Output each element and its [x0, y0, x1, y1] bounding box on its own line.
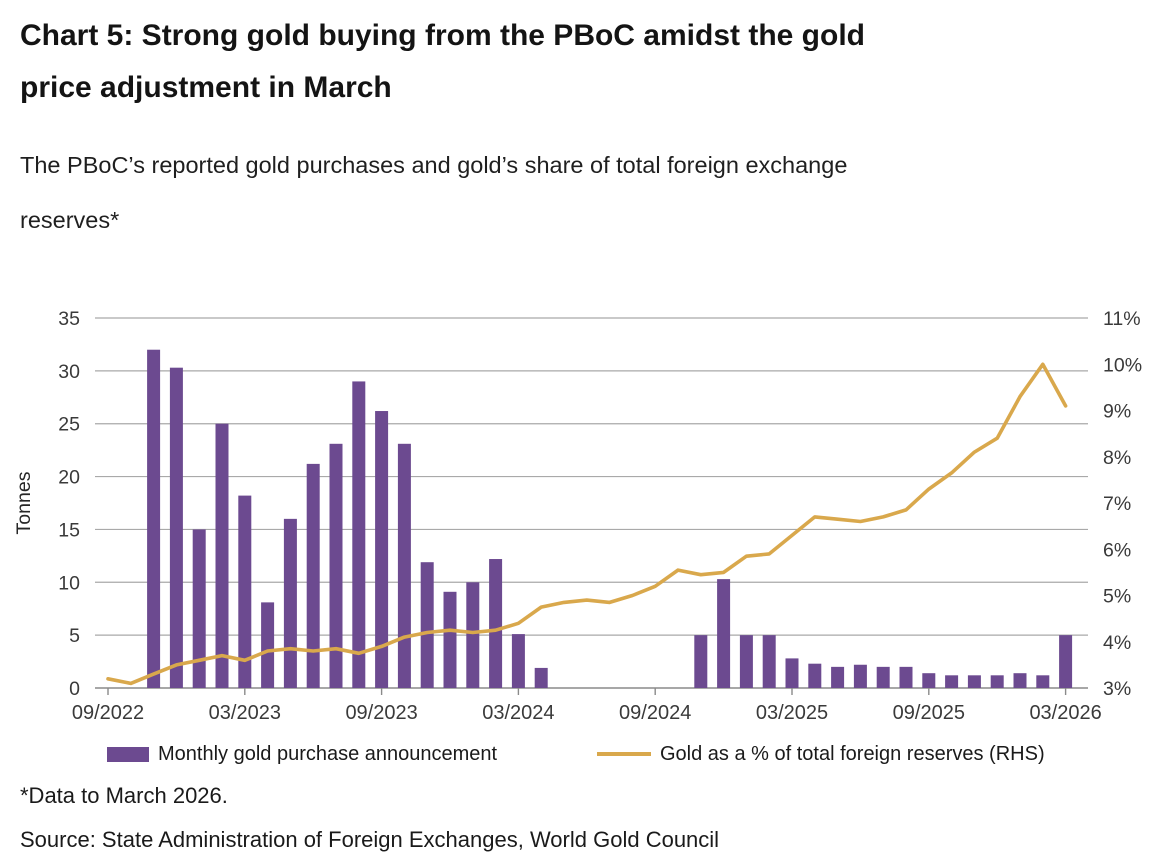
- gold-purchase-bar: [147, 349, 161, 688]
- gold-purchase-bar: [899, 666, 913, 688]
- gold-purchase-bar: [762, 635, 776, 688]
- x-axis-tick-label: 03/2023: [209, 702, 281, 724]
- gold-purchase-bar: [261, 602, 275, 688]
- right-axis-tick-label: 6%: [1103, 539, 1131, 561]
- x-axis-tick-label: 09/2022: [72, 702, 144, 724]
- chart-source: Source: State Administration of Foreign …: [20, 827, 720, 852]
- gold-purchase-bar: [283, 518, 297, 688]
- gold-purchase-bar: [922, 673, 936, 688]
- gold-purchase-bar: [967, 675, 981, 688]
- left-axis-tick-label: 30: [58, 361, 80, 383]
- gold-purchase-bar: [945, 675, 959, 688]
- x-axis-tick-label: 09/2023: [345, 702, 417, 724]
- chart-title: Chart 5: Strong gold buying from the PBo…: [20, 10, 1120, 114]
- gold-purchase-bar: [785, 658, 799, 688]
- legend-label-line: Gold as a % of total foreign reserves (R…: [660, 742, 1045, 765]
- gold-purchase-bar: [990, 675, 1004, 688]
- gold-purchase-bar: [1036, 675, 1050, 688]
- chart-subtitle-line1: The PBoC’s reported gold purchases and g…: [20, 152, 848, 178]
- chart-canvas: 0 5 10 15 20 25 30 35 3% 4% 5% 6% 7% 8% 9% 10% 11% Tonnes…: [13, 308, 1142, 724]
- right-axis-tick-label: 3%: [1103, 678, 1131, 700]
- gold-purchase-bar: [375, 411, 389, 688]
- gold-purchase-bar: [329, 443, 343, 688]
- right-axis-tick-label: 11%: [1103, 308, 1141, 330]
- legend-item-bars: Monthly gold purchase announcement: [107, 742, 497, 766]
- chart-subtitle: The PBoC’s reported gold purchases and g…: [20, 138, 1140, 248]
- chart-legend: Monthly gold purchase announcement Gold …: [0, 742, 1160, 768]
- gold-purchase-bar: [876, 666, 890, 688]
- gold-purchase-bar: [853, 664, 867, 688]
- right-axis-tick-label: 5%: [1103, 586, 1131, 608]
- gold-purchase-bar: [352, 381, 366, 688]
- gold-purchase-bar: [192, 529, 206, 688]
- gold-purchase-bar: [808, 663, 822, 688]
- gold-purchase-bar: [489, 559, 503, 688]
- gold-purchase-bar: [420, 562, 434, 688]
- gold-purchase-bar: [694, 635, 708, 688]
- right-axis-tick-label: 9%: [1103, 401, 1131, 423]
- left-axis-tick-label: 35: [58, 308, 80, 330]
- left-axis-tick-label: 10: [58, 572, 80, 594]
- gold-purchase-bar: [466, 582, 480, 688]
- gold-purchase-bar: [534, 667, 548, 688]
- gold-purchase-bar: [215, 423, 229, 688]
- right-axis-tick-label: 7%: [1103, 493, 1131, 515]
- gold-purchase-bar: [443, 591, 457, 688]
- gold-purchase-bar: [739, 635, 753, 688]
- left-axis-tick-label: 0: [69, 678, 80, 700]
- chart-plot-area: 0 5 10 15 20 25 30 35 3% 4% 5% 6% 7% 8% 9% 10% 11% Tonnes…: [0, 290, 1160, 735]
- gold-purchase-bar: [831, 666, 845, 688]
- x-axis-tick-label: 09/2024: [619, 702, 691, 724]
- gold-purchase-bar: [238, 495, 252, 688]
- x-axis-tick-label: 03/2025: [756, 702, 828, 724]
- chart-title-line2: price adjustment in March: [20, 71, 392, 104]
- legend-item-line: Gold as a % of total foreign reserves (R…: [597, 742, 1045, 766]
- bar-series-swatch: [107, 746, 149, 762]
- line-series-swatch: [597, 752, 651, 756]
- left-axis-tick-label: 25: [58, 414, 80, 436]
- right-axis-tick-label: 4%: [1103, 632, 1131, 654]
- chart-title-line1: Chart 5: Strong gold buying from the PBo…: [20, 19, 865, 52]
- gold-share-line: [106, 362, 1068, 686]
- x-axis-tick-label: 03/2026: [1029, 702, 1101, 724]
- gold-purchase-bar: [397, 443, 411, 688]
- chart-footnote: *Data to March 2026.: [20, 783, 228, 808]
- right-axis-tick-label: 8%: [1103, 447, 1131, 469]
- gold-purchase-bar: [1013, 673, 1027, 688]
- x-axis-tick-label: 09/2025: [893, 702, 965, 724]
- gold-purchase-bar: [169, 367, 183, 688]
- legend-label-bars: Monthly gold purchase announcement: [158, 742, 498, 765]
- chart-subtitle-line2: reserves*: [20, 207, 120, 233]
- gold-purchase-bar: [717, 579, 731, 688]
- left-axis-tick-label: 20: [58, 467, 80, 489]
- left-axis-title: Tonnes: [13, 471, 35, 534]
- gold-purchase-bar: [511, 634, 525, 688]
- x-axis-tick-label: 03/2024: [482, 702, 554, 724]
- left-axis-tick-label: 5: [69, 625, 80, 647]
- gold-purchase-bar: [1059, 635, 1073, 688]
- gold-purchase-bar: [306, 463, 320, 688]
- right-axis-tick-label: 10%: [1103, 354, 1142, 376]
- left-axis-tick-label: 15: [58, 519, 80, 541]
